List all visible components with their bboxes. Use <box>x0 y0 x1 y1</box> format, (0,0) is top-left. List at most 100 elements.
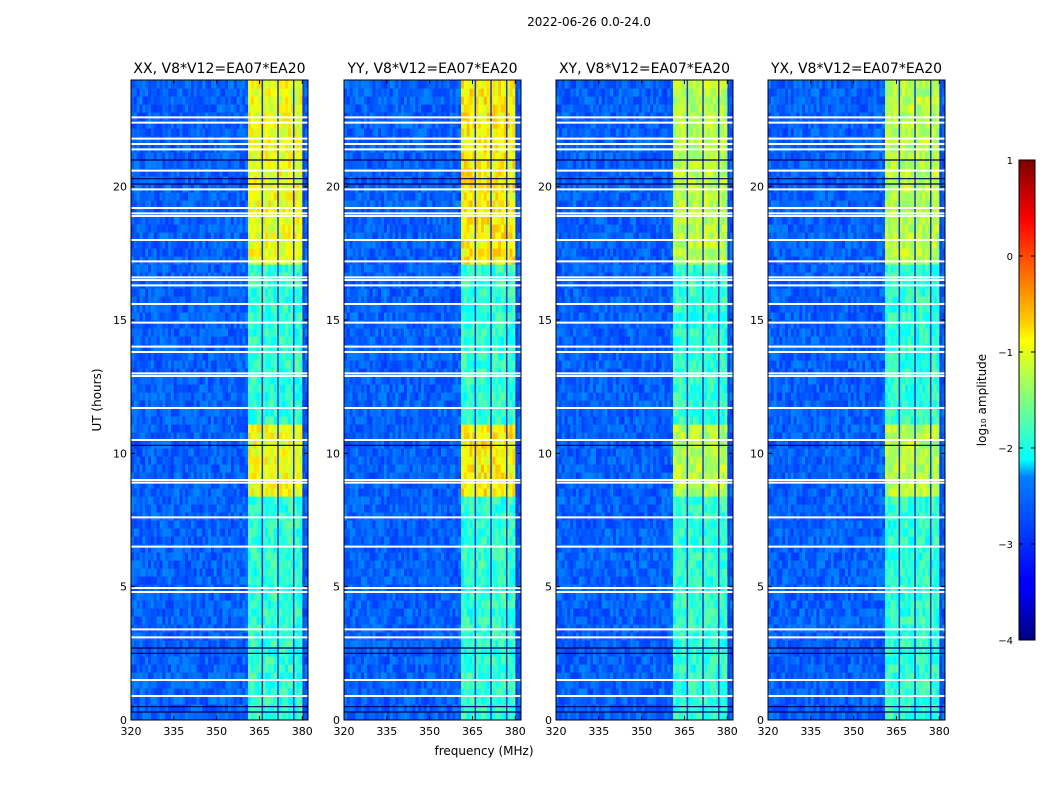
heatmap-cell <box>193 360 198 369</box>
heatmap-cell <box>225 472 229 481</box>
heatmap-cell <box>219 360 223 369</box>
heatmap-cell <box>179 296 183 305</box>
heatmap-cell <box>268 488 272 497</box>
heatmap-cell <box>170 264 175 273</box>
heatmap-cell <box>173 192 178 201</box>
heatmap-cell <box>285 504 289 513</box>
heatmap-cell <box>182 608 186 617</box>
heatmap-cell <box>165 120 169 129</box>
heatmap-cell <box>133 152 138 161</box>
heatmap-cell <box>176 592 181 601</box>
heatmap-cell <box>305 312 308 321</box>
heatmap-cell <box>233 248 238 257</box>
heatmap-cell <box>242 288 246 297</box>
heatmap-cell <box>268 352 272 361</box>
heatmap-cell <box>148 360 152 369</box>
heatmap-cell <box>145 320 149 329</box>
heatmap-cell <box>193 168 198 177</box>
heatmap-cell <box>253 328 258 337</box>
heatmap-cell <box>262 456 266 465</box>
heatmap-cell <box>270 136 275 145</box>
heatmap-cell <box>179 504 183 513</box>
heatmap-cell <box>142 624 146 633</box>
heatmap-cell <box>131 648 135 657</box>
heatmap-cell <box>176 408 181 417</box>
heatmap-cell <box>176 504 181 513</box>
heatmap-cell <box>219 416 223 425</box>
heatmap-cell <box>253 424 258 433</box>
heatmap-cell <box>202 448 206 457</box>
heatmap-cell <box>165 664 169 673</box>
heatmap-cell <box>270 144 275 153</box>
heatmap-cell <box>153 352 158 361</box>
heatmap-cell <box>131 336 135 345</box>
heatmap-cell <box>162 680 166 689</box>
heatmap-cell <box>273 96 278 105</box>
heatmap-cell <box>205 592 209 601</box>
heatmap-cell <box>136 480 141 489</box>
heatmap-cell <box>202 536 206 545</box>
heatmap-cell <box>145 568 149 577</box>
heatmap-cell <box>250 536 255 545</box>
heatmap-cell <box>290 480 295 489</box>
heatmap-cell <box>253 696 258 705</box>
heatmap-cell <box>279 624 283 633</box>
heatmap-cell <box>233 664 238 673</box>
heatmap-cell <box>153 656 158 665</box>
heatmap-cell <box>182 296 186 305</box>
heatmap-cell <box>270 600 275 609</box>
heatmap-cell <box>133 336 138 345</box>
heatmap-cell <box>216 488 221 497</box>
heatmap-cell <box>205 608 209 617</box>
heatmap-cell <box>288 440 292 449</box>
heatmap-cell <box>182 408 186 417</box>
heatmap-cell <box>285 360 289 369</box>
heatmap-cell <box>173 280 178 289</box>
heatmap-cell <box>156 464 161 473</box>
heatmap-cell <box>139 88 144 97</box>
heatmap-cell <box>185 488 189 497</box>
heatmap-cell <box>239 232 243 241</box>
heatmap-cell <box>173 536 178 545</box>
heatmap-cell <box>296 496 301 505</box>
heatmap-cell <box>182 152 186 161</box>
heatmap-cell <box>233 448 238 457</box>
heatmap-cell <box>233 232 238 241</box>
heatmap-cell <box>182 480 186 489</box>
heatmap-cell <box>282 472 286 481</box>
heatmap-cell <box>156 416 161 425</box>
heatmap-cell <box>199 600 203 609</box>
heatmap-cell <box>305 400 308 409</box>
heatmap-cell <box>162 352 166 361</box>
heatmap-cell <box>248 200 252 209</box>
heatmap-cell <box>165 136 169 145</box>
heatmap-cell <box>230 136 235 145</box>
heatmap-cell <box>248 352 252 361</box>
heatmap-cell <box>250 296 255 305</box>
heatmap-cell <box>213 168 218 177</box>
heatmap-cell <box>188 272 192 281</box>
heatmap-cell <box>133 440 138 449</box>
heatmap-cell <box>188 672 192 681</box>
heatmap-cell <box>193 232 198 241</box>
heatmap-cell <box>219 688 223 697</box>
heatmap-cell <box>139 424 144 433</box>
heatmap-cell <box>216 704 221 713</box>
heatmap-cell <box>262 568 266 577</box>
heatmap-cell <box>288 632 292 641</box>
heatmap-cell <box>139 184 144 193</box>
heatmap-cell <box>250 480 255 489</box>
heatmap-cell <box>262 688 266 697</box>
heatmap-cell <box>193 672 198 681</box>
heatmap-cell <box>259 304 263 313</box>
heatmap-cell <box>190 344 195 353</box>
heatmap-cell <box>162 192 166 201</box>
heatmap-cell <box>305 536 308 545</box>
heatmap-cell <box>282 392 286 401</box>
heatmap-cell <box>259 672 263 681</box>
heatmap-cell <box>202 240 206 249</box>
heatmap-cell <box>230 168 235 177</box>
heatmap-cell <box>273 336 278 345</box>
heatmap-cell <box>156 328 161 337</box>
heatmap-cell <box>176 304 181 313</box>
